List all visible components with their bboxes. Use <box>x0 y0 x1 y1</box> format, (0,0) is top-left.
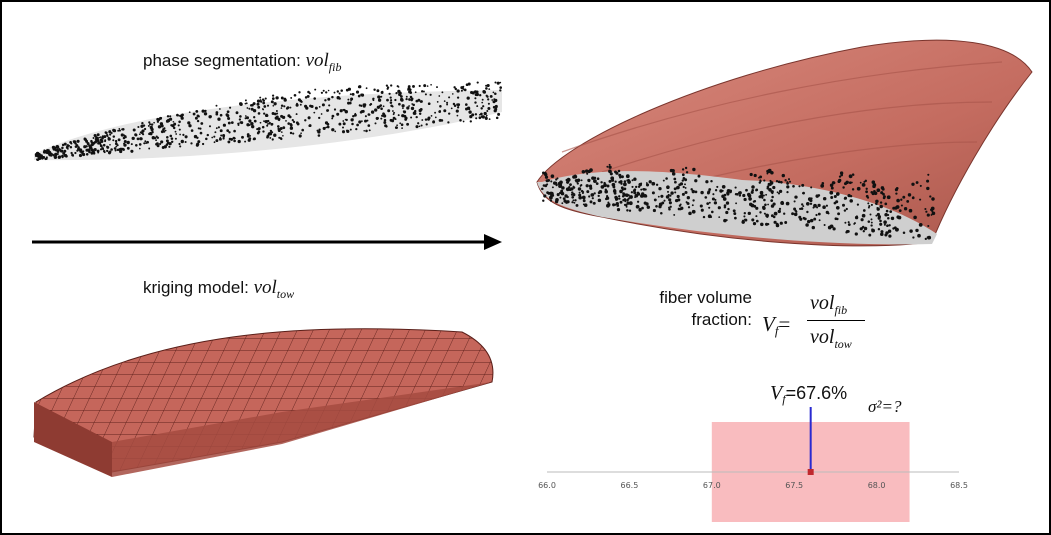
process-arrow <box>32 234 502 250</box>
vf-interval-chart: 66.0 66.5 67.0 67.5 68.0 68.5 <box>538 407 968 522</box>
kriging-model-label: kriging model: voltow <box>143 277 295 301</box>
formula-denominator: voltow <box>810 326 852 351</box>
fiber-volume-fraction-label: fiber volume fraction: <box>659 288 752 329</box>
vf-formula: Vf= volfib voltow <box>762 292 882 362</box>
phase-segmentation-label: phase segmentation: volfib <box>143 50 342 74</box>
x-tick-label: 67.0 <box>703 481 721 490</box>
vf-marker <box>807 469 814 475</box>
x-tick-label: 66.0 <box>538 481 556 490</box>
x-tick-label: 66.5 <box>620 481 638 490</box>
fraction-bar <box>807 320 865 321</box>
x-tick-label: 68.5 <box>950 481 968 490</box>
x-tick-label: 67.5 <box>785 481 803 490</box>
kriging-model-surface <box>33 328 494 477</box>
fiber-tow-surface <box>536 39 1033 247</box>
vf-value-label: Vf=67.6% <box>770 382 848 406</box>
formula-numerator: volfib <box>810 292 848 317</box>
variance-label: σ²=? <box>868 397 902 416</box>
x-tick-label: 68.0 <box>868 481 886 490</box>
phase-segmentation-point-cloud <box>34 81 502 162</box>
